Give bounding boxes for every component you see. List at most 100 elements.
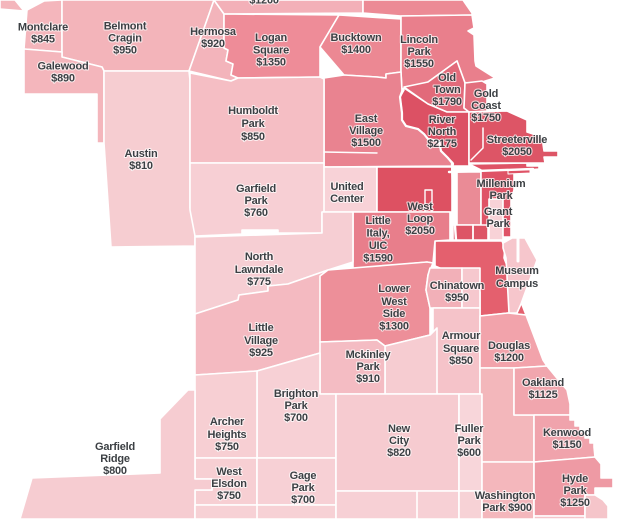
- svg-text:Museum: Museum: [495, 265, 539, 277]
- svg-text:Gold: Gold: [474, 88, 498, 100]
- svg-text:Park: Park: [407, 46, 431, 58]
- svg-text:Park $900: Park $900: [482, 502, 532, 514]
- svg-text:Brighton: Brighton: [274, 388, 319, 400]
- svg-text:$750: $750: [217, 490, 241, 502]
- svg-text:Lower: Lower: [378, 283, 410, 295]
- svg-text:Square: Square: [443, 343, 479, 355]
- svg-text:$700: $700: [284, 412, 308, 424]
- svg-text:$910: $910: [356, 373, 380, 385]
- svg-text:$775: $775: [247, 276, 271, 288]
- svg-text:$700: $700: [291, 494, 315, 506]
- svg-text:United: United: [330, 181, 363, 193]
- svg-text:Park: Park: [241, 118, 265, 130]
- svg-text:$2050: $2050: [502, 146, 532, 158]
- svg-text:$1300: $1300: [379, 321, 409, 333]
- svg-text:West: West: [216, 466, 242, 478]
- svg-text:Town: Town: [433, 84, 461, 96]
- svg-text:$1200: $1200: [249, 0, 279, 7]
- svg-text:Chinatown: Chinatown: [430, 280, 485, 292]
- svg-text:$1590: $1590: [363, 253, 393, 265]
- svg-text:$1250: $1250: [560, 497, 590, 509]
- svg-text:Little: Little: [248, 322, 273, 334]
- svg-text:$810: $810: [129, 160, 153, 172]
- svg-text:Old: Old: [438, 72, 456, 84]
- svg-text:Douglas: Douglas: [488, 340, 530, 352]
- svg-text:$1150: $1150: [553, 439, 582, 451]
- svg-text:$1750: $1750: [471, 112, 501, 124]
- svg-text:$850: $850: [241, 131, 265, 143]
- svg-text:Park: Park: [563, 485, 587, 497]
- svg-text:Washington: Washington: [475, 490, 536, 502]
- svg-text:New: New: [388, 423, 411, 435]
- svg-text:Fuller: Fuller: [455, 423, 485, 435]
- svg-text:Streeterville: Streeterville: [487, 134, 547, 146]
- svg-text:$850: $850: [449, 355, 473, 367]
- svg-text:$600: $600: [457, 447, 481, 459]
- svg-text:Kenwood: Kenwood: [543, 427, 591, 439]
- svg-text:$1550: $1550: [404, 58, 434, 70]
- svg-text:UIC: UIC: [369, 240, 388, 252]
- svg-text:Park: Park: [489, 190, 513, 202]
- svg-text:Ridge: Ridge: [100, 453, 130, 465]
- svg-text:North: North: [245, 251, 274, 263]
- svg-text:Archer: Archer: [210, 416, 245, 428]
- svg-text:$800: $800: [103, 465, 127, 477]
- svg-text:West: West: [381, 296, 407, 308]
- svg-text:Hermosa: Hermosa: [190, 26, 237, 38]
- svg-text:Gage: Gage: [290, 470, 317, 482]
- svg-text:$1790: $1790: [432, 96, 462, 108]
- svg-text:$1125: $1125: [529, 389, 558, 401]
- svg-text:Center: Center: [330, 193, 365, 205]
- svg-text:Lawndale: Lawndale: [235, 264, 284, 276]
- svg-text:Park: Park: [291, 482, 315, 494]
- svg-text:Humboldt: Humboldt: [228, 105, 278, 117]
- svg-text:Village: Village: [349, 125, 383, 137]
- svg-text:Oakland: Oakland: [522, 377, 564, 389]
- svg-text:Park: Park: [457, 435, 481, 447]
- svg-text:Little: Little: [365, 215, 390, 227]
- svg-text:$2175: $2175: [427, 138, 457, 150]
- svg-text:Elsdon: Elsdon: [211, 478, 247, 490]
- svg-text:Grant: Grant: [484, 206, 513, 218]
- svg-text:$845: $845: [31, 34, 55, 46]
- svg-text:North: North: [428, 126, 457, 138]
- svg-text:$920: $920: [201, 38, 225, 50]
- svg-text:$760: $760: [244, 207, 268, 219]
- svg-text:Cragin: Cragin: [108, 33, 142, 45]
- svg-text:Park: Park: [244, 195, 268, 207]
- svg-text:Loop: Loop: [407, 213, 434, 225]
- svg-text:Heights: Heights: [208, 429, 247, 441]
- svg-text:Montclare: Montclare: [18, 22, 68, 34]
- svg-text:$2050: $2050: [405, 225, 435, 237]
- svg-text:Italy,: Italy,: [366, 228, 389, 240]
- svg-text:$820: $820: [387, 447, 411, 459]
- svg-text:East: East: [355, 113, 378, 125]
- svg-text:Armour: Armour: [442, 330, 481, 342]
- svg-text:Park: Park: [486, 218, 510, 230]
- svg-text:$925: $925: [249, 347, 273, 359]
- svg-text:$1500: $1500: [351, 137, 381, 149]
- svg-text:Galewood: Galewood: [38, 61, 89, 73]
- svg-text:Coast: Coast: [471, 100, 501, 112]
- svg-text:$750: $750: [215, 441, 239, 453]
- svg-text:Garfield: Garfield: [236, 183, 276, 195]
- svg-text:Garfield: Garfield: [95, 441, 135, 453]
- svg-text:Belmont: Belmont: [104, 21, 147, 33]
- svg-text:Park: Park: [356, 361, 380, 373]
- svg-text:River: River: [429, 114, 456, 126]
- svg-text:Bucktown: Bucktown: [331, 32, 382, 44]
- svg-text:$950: $950: [113, 45, 137, 57]
- svg-text:$1200: $1200: [494, 352, 524, 364]
- svg-text:West: West: [407, 201, 433, 213]
- svg-text:Austin: Austin: [124, 148, 158, 160]
- svg-text:Mckinley: Mckinley: [346, 349, 392, 361]
- svg-text:Millenium: Millenium: [477, 178, 526, 190]
- svg-text:$1400: $1400: [341, 44, 371, 56]
- svg-text:$890: $890: [51, 73, 75, 85]
- svg-text:Square: Square: [253, 45, 289, 57]
- svg-text:Logan: Logan: [255, 32, 287, 44]
- svg-text:$1350: $1350: [256, 57, 286, 69]
- svg-text:City: City: [389, 435, 410, 447]
- svg-text:Side: Side: [383, 308, 406, 320]
- svg-text:Park: Park: [284, 400, 308, 412]
